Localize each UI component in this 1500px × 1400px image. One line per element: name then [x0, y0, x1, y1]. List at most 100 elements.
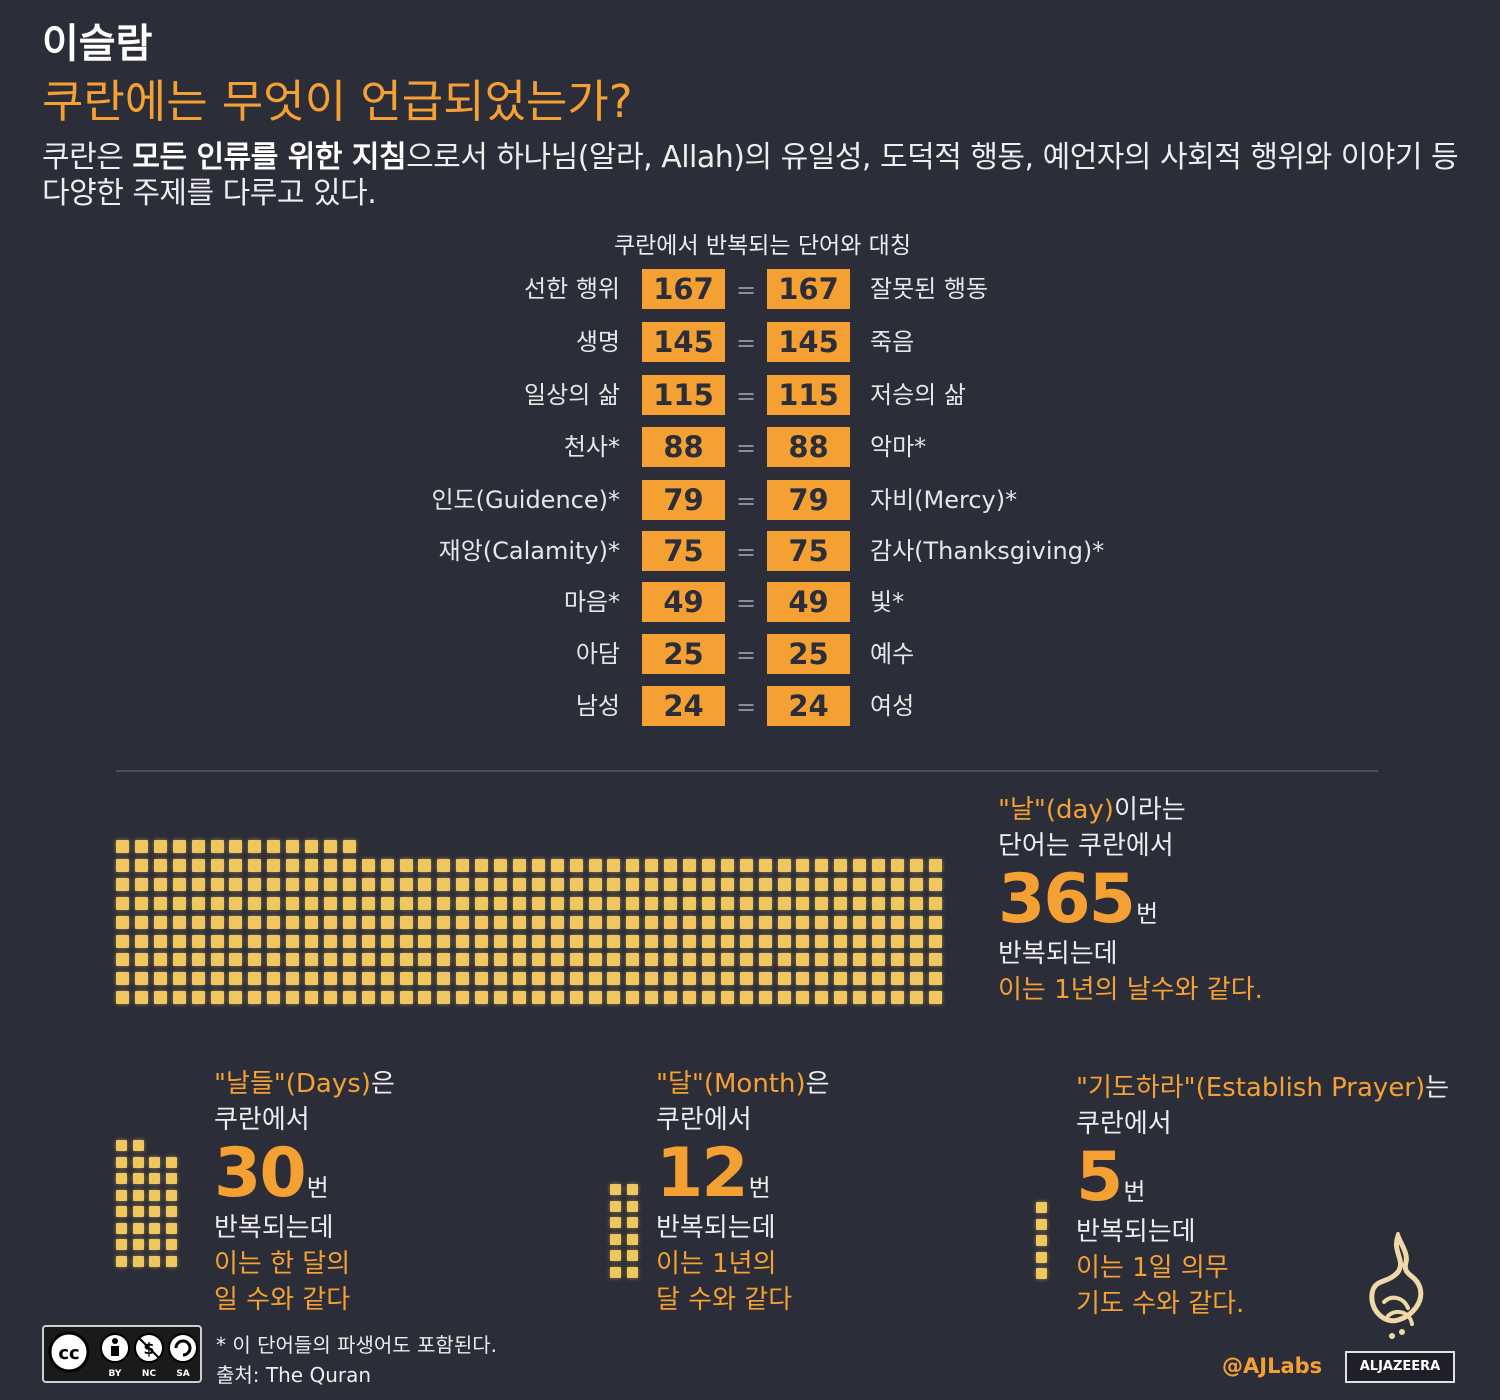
pair-left-count: 79: [642, 480, 725, 520]
count-square: [361, 991, 375, 1005]
pair-left-word: 선한 행위: [524, 275, 620, 303]
footnote-derivatives: * 이 단어들의 파생어도 포함된다.: [216, 1333, 497, 1357]
count-square: [286, 972, 300, 986]
count-square: [739, 991, 753, 1005]
count-square: [437, 972, 451, 986]
count-square: [588, 934, 602, 948]
count-square: [701, 915, 715, 929]
count-square: [777, 972, 791, 986]
count-square: [165, 1222, 177, 1234]
count-square: [149, 1173, 160, 1184]
count-square: [191, 934, 205, 948]
count-square: [475, 915, 489, 929]
count-square: [494, 877, 507, 891]
count-square: [456, 896, 470, 910]
count-square: [305, 858, 318, 872]
count-square: [380, 972, 394, 986]
count-square: [229, 915, 243, 929]
count-square: [872, 877, 885, 891]
count-square: [172, 915, 186, 929]
count-square: [475, 991, 489, 1005]
count-square: [626, 1233, 638, 1245]
count-square: [116, 877, 129, 891]
prayer-stat-number: 5: [1076, 1138, 1123, 1217]
count-square: [399, 858, 413, 872]
count-square: [588, 972, 602, 986]
count-square: [626, 1200, 638, 1212]
count-square: [305, 915, 318, 929]
count-square: [909, 915, 923, 929]
count-square: [720, 877, 734, 891]
count-square: [720, 896, 734, 910]
count-square: [550, 858, 564, 872]
count-square: [853, 972, 867, 986]
count-square: [305, 877, 318, 891]
count-square: [872, 953, 885, 967]
count-square: [610, 1250, 621, 1261]
count-square: [172, 840, 186, 853]
count-square: [626, 915, 640, 929]
count-square: [267, 896, 281, 910]
intro-before: 쿠란은: [42, 140, 133, 175]
count-square: [872, 991, 885, 1005]
count-square: [928, 896, 942, 910]
count-square: [645, 896, 659, 910]
count-square: [550, 991, 564, 1005]
count-square: [531, 858, 545, 872]
count-square: [153, 934, 167, 948]
count-square: [116, 915, 129, 929]
count-square: [342, 953, 356, 967]
count-square: [248, 934, 262, 948]
source-credit: 출처: The Quran: [216, 1363, 372, 1387]
pair-left-count: 115: [642, 375, 725, 415]
equals-sign: =: [735, 382, 757, 410]
count-square: [342, 972, 356, 986]
count-square: [210, 934, 224, 948]
count-square: [645, 915, 659, 929]
count-square: [796, 915, 810, 929]
count-square: [229, 972, 243, 986]
count-square: [890, 915, 904, 929]
count-square: [928, 934, 942, 948]
count-square: [132, 1189, 144, 1201]
count-square: [134, 915, 148, 929]
count-square: [229, 896, 243, 910]
count-square: [475, 972, 489, 986]
count-square: [248, 840, 262, 853]
count-square: [890, 972, 904, 986]
count-square: [437, 953, 451, 967]
count-square: [149, 1255, 160, 1267]
header: 이슬람 쿠란에는 무엇이 언급되었는가? 쿠란은 모든 인류를 위한 지침으로서…: [42, 18, 1482, 212]
aljazeera-wordmark: ALJAZEERA: [1345, 1351, 1455, 1383]
count-square: [116, 1206, 127, 1217]
count-square: [683, 915, 696, 929]
count-square: [305, 991, 318, 1005]
count-square: [853, 991, 867, 1005]
pair-right-word: 잘못된 행동: [870, 275, 989, 303]
count-square: [475, 858, 489, 872]
count-square: [323, 972, 337, 986]
count-square: [550, 877, 564, 891]
count-square: [165, 1206, 177, 1217]
count-square: [739, 877, 753, 891]
count-square: [683, 953, 696, 967]
count-square: [323, 858, 337, 872]
count-square: [437, 877, 451, 891]
count-square: [512, 991, 526, 1005]
pair-left-word: 인도(Guidence)*: [431, 486, 620, 514]
count-square: [361, 953, 375, 967]
pair-right-word: 여성: [870, 692, 915, 720]
count-square: [116, 1156, 127, 1168]
count-square: [701, 953, 715, 967]
pair-left-count: 145: [642, 322, 725, 362]
count-square: [172, 858, 186, 872]
count-square: [664, 858, 678, 872]
count-square: [928, 915, 942, 929]
count-square: [229, 991, 243, 1005]
pair-right-word: 악마*: [870, 433, 927, 461]
count-square: [909, 877, 923, 891]
count-square: [210, 991, 224, 1005]
count-square: [512, 934, 526, 948]
pair-right-word: 죽음: [870, 328, 915, 356]
count-square: [165, 1189, 177, 1201]
